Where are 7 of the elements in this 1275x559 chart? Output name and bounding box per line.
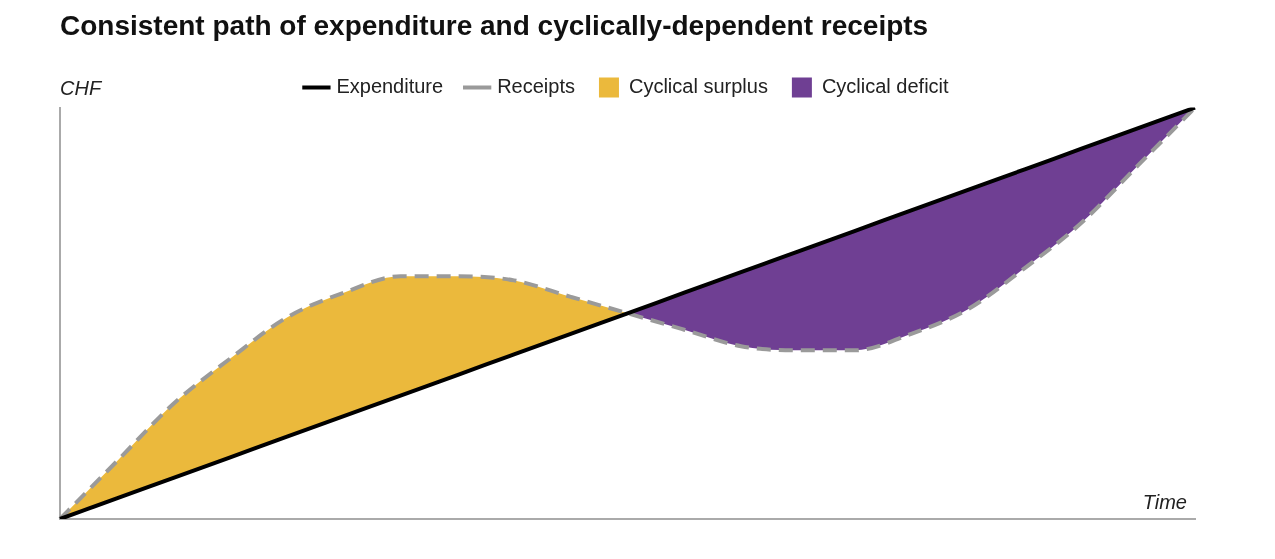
- y-axis-title: CHF: [60, 77, 103, 100]
- x-axis-title: Time: [1142, 490, 1187, 513]
- legend-label: Cyclical surplus: [628, 75, 768, 98]
- legend-label: Receipts: [497, 75, 575, 98]
- legend-label: Expenditure: [336, 75, 444, 98]
- chart-title: Consistent path of expenditure and cyclically-dependent receipts: [60, 9, 929, 41]
- legend-label: Cyclical deficit: [821, 75, 950, 98]
